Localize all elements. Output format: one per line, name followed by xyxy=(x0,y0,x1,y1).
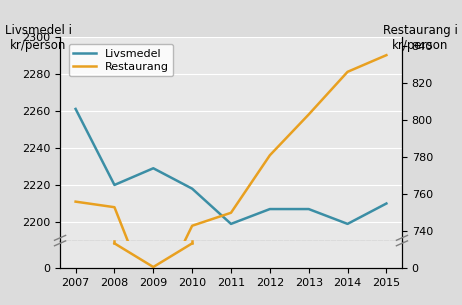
Restaurang xyxy=(306,113,311,116)
Livsmedel xyxy=(228,222,234,226)
Legend: Livsmedel, Restaurang: Livsmedel, Restaurang xyxy=(69,44,173,77)
Restaurang xyxy=(189,224,195,228)
Livsmedel xyxy=(189,187,195,191)
Livsmedel xyxy=(306,207,311,211)
Restaurang xyxy=(267,153,273,157)
Restaurang xyxy=(383,53,389,57)
Restaurang xyxy=(228,211,234,215)
Livsmedel xyxy=(112,183,117,187)
Line: Livsmedel: Livsmedel xyxy=(76,109,386,224)
Restaurang xyxy=(151,304,156,305)
Livsmedel xyxy=(267,207,273,211)
Line: Restaurang: Restaurang xyxy=(76,55,386,305)
Restaurang xyxy=(112,205,117,209)
Restaurang xyxy=(345,70,350,74)
Text: Livsmedel i
kr/person: Livsmedel i kr/person xyxy=(5,24,72,52)
Restaurang xyxy=(73,200,79,203)
Livsmedel xyxy=(151,167,156,170)
Livsmedel xyxy=(345,222,350,226)
Text: Restaurang i
kr/person: Restaurang i kr/person xyxy=(383,24,457,52)
Livsmedel xyxy=(73,107,79,111)
Livsmedel xyxy=(383,202,389,205)
